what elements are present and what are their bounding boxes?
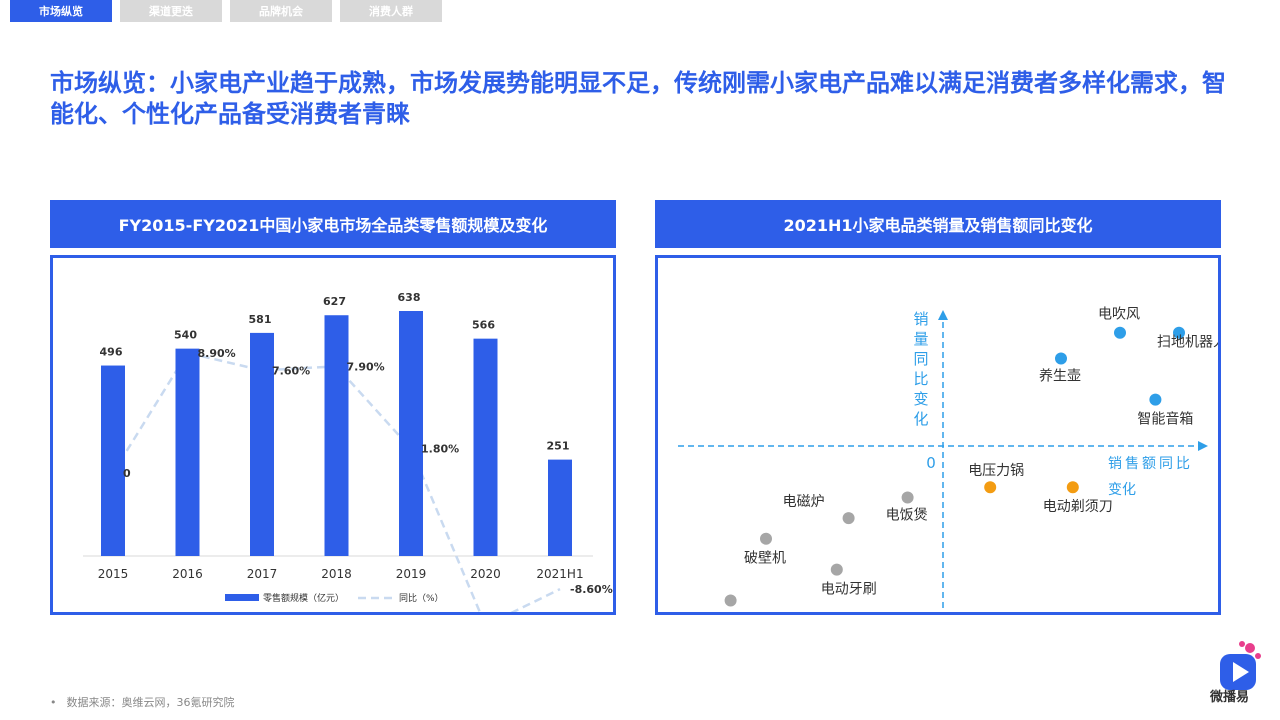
bar-value-label: 638 xyxy=(398,291,421,304)
y-axis-label-char: 化 xyxy=(913,410,928,428)
bar-value-label: 581 xyxy=(249,313,272,326)
scatter-point xyxy=(760,532,772,545)
y-axis-label-char: 变 xyxy=(913,390,928,408)
tab-market-overview[interactable]: 市场纵览 xyxy=(10,0,112,22)
tab-consumer-group[interactable]: 消费人群 xyxy=(340,0,442,22)
y-axis-label-char: 销 xyxy=(913,310,928,328)
brand-logo-icon xyxy=(1220,641,1261,690)
scatter-point xyxy=(1173,326,1185,339)
bar-value-label: 251 xyxy=(547,440,570,453)
tab-brand-opportunity[interactable]: 品牌机会 xyxy=(230,0,332,22)
y-axis-label-char: 同 xyxy=(913,350,928,368)
point-label: 电饭煲 xyxy=(886,507,928,524)
scatter-point xyxy=(1066,481,1079,494)
bullet-icon: • xyxy=(50,696,57,709)
bar-value-label: 566 xyxy=(472,319,495,332)
scatter-point xyxy=(901,491,914,504)
scatter-point xyxy=(1055,352,1067,365)
x-tick-label: 2017 xyxy=(247,567,278,581)
point-label: 电压力锅 xyxy=(968,463,1024,479)
x-axis-label-line1: 销售额同比 xyxy=(1108,456,1193,472)
top-tab-bar: 市场纵览 渠道更迭 品牌机会 消费人群 xyxy=(10,0,442,22)
bar-2021H1 xyxy=(548,459,572,556)
bar-value-label: 540 xyxy=(174,329,197,342)
yoy-value-label: 0 xyxy=(123,467,131,480)
point-label: 扫地机器人 xyxy=(1157,335,1218,351)
point-label: 电动牙刷 xyxy=(821,582,877,598)
scatter-point xyxy=(1114,326,1126,339)
scatter-point xyxy=(724,594,737,607)
point-label: 养生壶 xyxy=(1039,368,1081,384)
yoy-value-label: 8.90% xyxy=(198,347,236,360)
x-tick-label: 2018 xyxy=(321,567,352,581)
yoy-value-label: 7.90% xyxy=(347,360,385,373)
bar-2016 xyxy=(175,348,200,556)
x-tick-label: 2019 xyxy=(396,567,427,581)
scatter-point xyxy=(984,481,997,494)
origin-label: 0 xyxy=(926,454,936,472)
bar-line-chart-panel: 496 2015 0 540 2016 8.90% 581 2017 7.60% 627 2018 7… xyxy=(50,255,616,633)
bar-2015 xyxy=(101,365,125,556)
bar-2019 xyxy=(399,311,423,556)
data-source-note: • 数据来源：奥维云网，36氪研究院 xyxy=(50,694,235,710)
x-tick-label: 2016 xyxy=(172,567,203,581)
bar-2018 xyxy=(324,315,349,556)
point-label: 电磁炉 xyxy=(783,494,825,510)
y-axis-label-char: 比 xyxy=(913,370,928,388)
scatter-point xyxy=(830,563,843,576)
x-tick-label: 2020 xyxy=(470,567,501,581)
yoy-value-label: 7.60% xyxy=(272,364,310,377)
point-label: 榨汁机 xyxy=(709,612,751,613)
bar-value-label: 627 xyxy=(323,295,346,308)
bar-2020 xyxy=(473,338,498,556)
point-label: 电动剃须刀 xyxy=(1043,499,1113,515)
point-label: 破壁机 xyxy=(744,551,786,567)
bar-value-label: 496 xyxy=(100,346,123,359)
scatter-chart-panel: 0销售额同比变化销量同比变化电吹风扫地机器人养生壶智能音箱电压力锅电动剃须刀电磁… xyxy=(655,255,1227,629)
x-tick-label: 2015 xyxy=(98,567,129,581)
x-axis-arrow-icon xyxy=(1198,441,1208,451)
brand-name: 微播易 xyxy=(1210,690,1250,705)
right-panel-title: 2021H1小家电品类销量及销售额同比变化 xyxy=(655,200,1221,248)
bar-line-chart: 496 2015 0 540 2016 8.90% 581 2017 7.60% 627 2018 7… xyxy=(83,291,613,633)
scatter-point xyxy=(842,512,855,525)
x-axis-label-line2: 变化 xyxy=(1108,482,1136,498)
point-label: 电吹风 xyxy=(1098,307,1140,323)
data-source-text: 数据来源：奥维云网，36氪研究院 xyxy=(66,696,235,709)
bar-2017 xyxy=(250,332,274,556)
yoy-value-label: 1.80% xyxy=(421,443,459,456)
left-panel-title: FY2015-FY2021中国小家电市场全品类零售额规模及变化 xyxy=(50,200,616,248)
y-axis-arrow-icon xyxy=(938,310,948,320)
legend-line-label: 同比（%） xyxy=(399,592,444,604)
tab-channel-change[interactable]: 渠道更迭 xyxy=(120,0,222,22)
legend-bar-label: 零售额规模（亿元） xyxy=(263,592,344,604)
scatter-point xyxy=(1149,393,1162,406)
page-headline: 市场纵览：小家电产业趋于成熟，市场发展势能明显不足，传统刚需小家电产品难以满足消… xyxy=(50,69,1226,128)
point-label: 智能音箱 xyxy=(1137,411,1193,428)
x-tick-label: 2021H1 xyxy=(536,567,583,581)
y-axis-label-char: 量 xyxy=(913,330,928,348)
legend-bar-swatch xyxy=(225,594,259,601)
quadrant-scatter-chart: 0销售额同比变化销量同比变化电吹风扫地机器人养生壶智能音箱电压力锅电动剃须刀电磁… xyxy=(678,307,1227,629)
yoy-value-label: -8.60% xyxy=(570,583,613,596)
